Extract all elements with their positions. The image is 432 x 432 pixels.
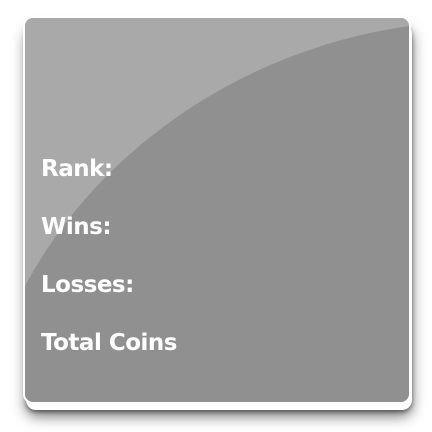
player-stats-panel: Rank: Wins: Losses: Total Coins [23, 16, 411, 404]
wins-label: Wins: [41, 214, 112, 240]
panel-gloss-highlight [25, 18, 409, 286]
rank-label: Rank: [41, 156, 113, 182]
total-coins-label: Total Coins [41, 330, 177, 356]
losses-label: Losses: [41, 272, 134, 298]
